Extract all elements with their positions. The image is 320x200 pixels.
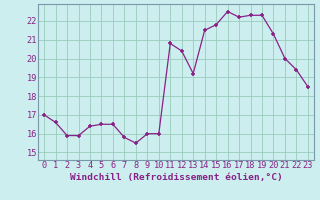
X-axis label: Windchill (Refroidissement éolien,°C): Windchill (Refroidissement éolien,°C): [70, 173, 282, 182]
